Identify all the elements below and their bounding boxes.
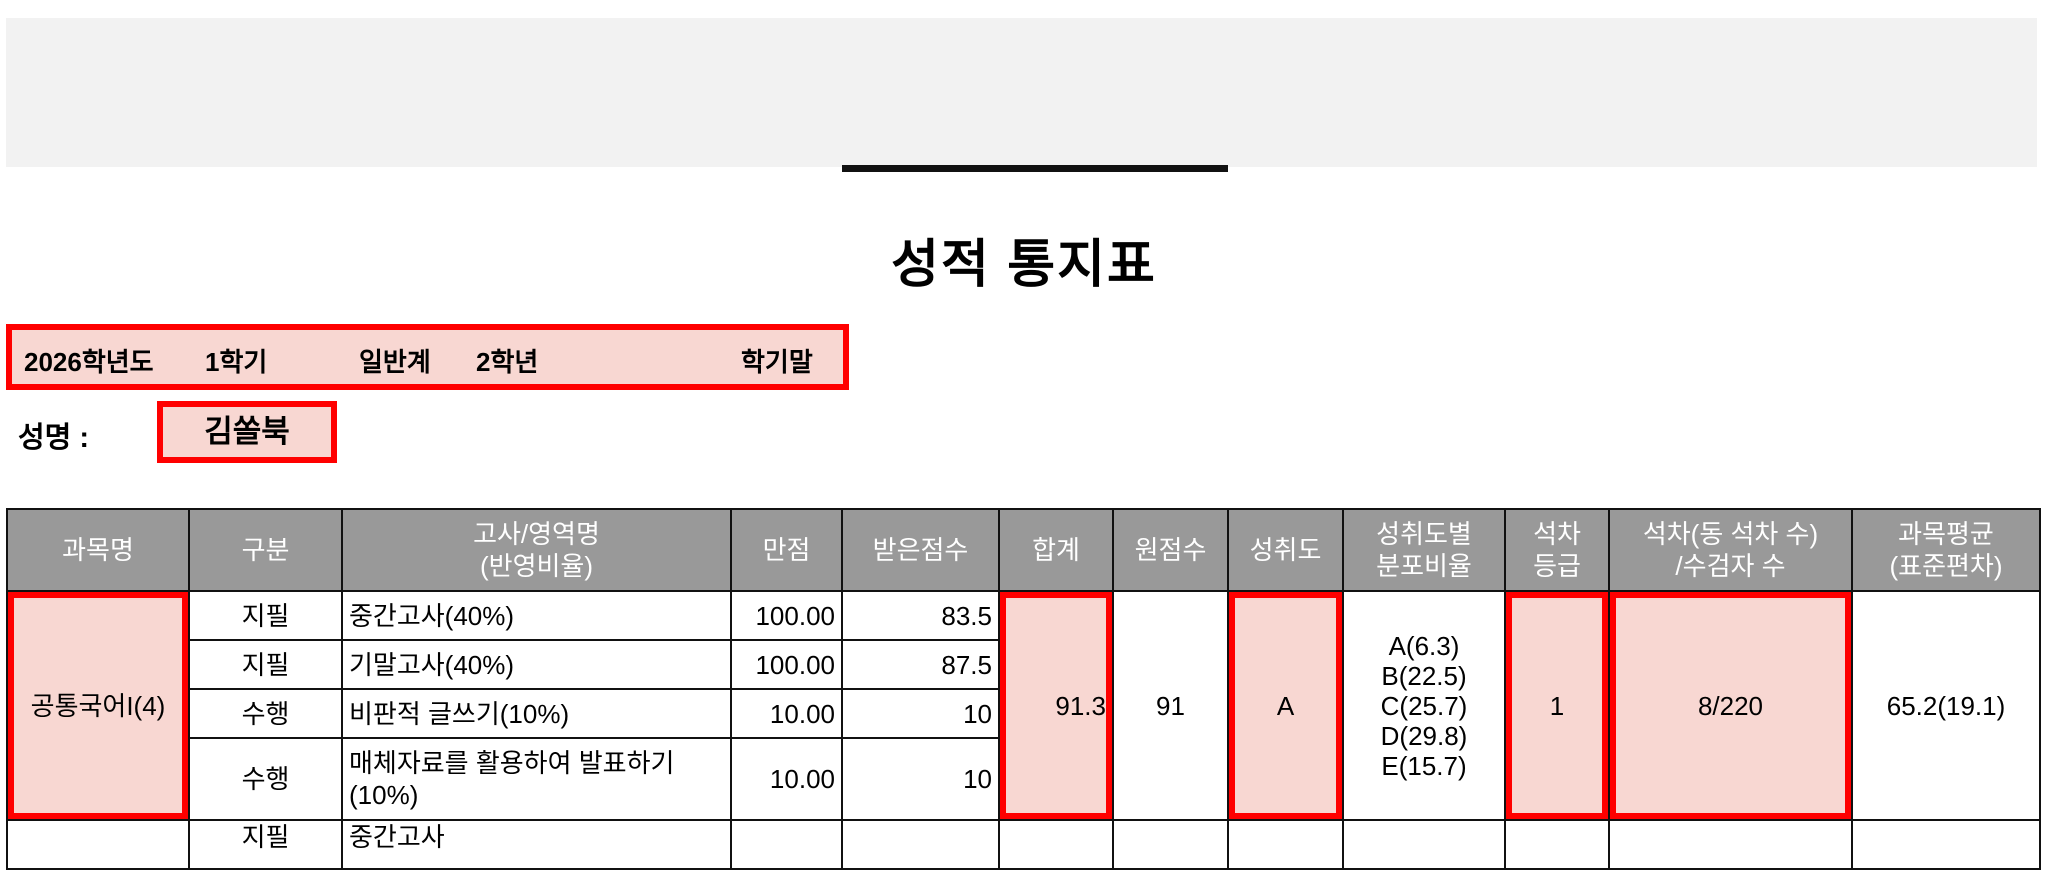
header-type: 구분 bbox=[188, 508, 343, 592]
header-exam: 고사/영역명 (반영비율) bbox=[341, 508, 732, 592]
table-row: 지필 중간고사 bbox=[6, 819, 2041, 870]
dist-c: C(25.7) bbox=[1380, 690, 1468, 721]
subject-average: 65.2(19.1) bbox=[1851, 590, 2041, 821]
term: 학기말 bbox=[741, 347, 813, 377]
row-exam: 매체자료를 활용하여 발표하기(10%) bbox=[341, 737, 732, 821]
achievement: A bbox=[1227, 590, 1344, 821]
table-header-row: 과목명 구분 고사/영역명 (반영비율) 만점 받은점수 합계 원점수 성취도 … bbox=[6, 508, 2041, 592]
cell bbox=[1504, 819, 1610, 870]
row-type: 지필 bbox=[188, 639, 343, 690]
school-year: 2026학년도 bbox=[24, 347, 154, 377]
cell bbox=[730, 819, 843, 870]
student-name: 김쏠북 bbox=[157, 401, 337, 463]
grade-table: 과목명 구분 고사/영역명 (반영비율) 만점 받은점수 합계 원점수 성취도 … bbox=[6, 508, 2041, 870]
row-score: 10 bbox=[841, 737, 1000, 821]
grade: 2학년 bbox=[476, 347, 539, 377]
header-subject: 과목명 bbox=[6, 508, 190, 592]
cell bbox=[998, 819, 1114, 870]
row-score: 10 bbox=[841, 688, 1000, 739]
total-score: 91.3 bbox=[998, 590, 1114, 821]
table-row: 수행 비판적 글쓰기(10%) 10.00 10 bbox=[7, 688, 2040, 739]
rank-grade: 1 bbox=[1504, 590, 1610, 821]
cell bbox=[841, 819, 1000, 870]
term-info-box: 2026학년도 1학기 일반계 2학년 학기말 bbox=[6, 324, 849, 390]
cell bbox=[1608, 819, 1853, 870]
row-exam: 기말고사(40%) bbox=[341, 639, 732, 690]
header-total: 합계 bbox=[998, 508, 1114, 592]
name-label: 성명 : bbox=[18, 422, 90, 454]
row-type: 지필 bbox=[188, 590, 343, 641]
next-subject bbox=[6, 819, 190, 870]
row-type: 수행 bbox=[188, 737, 343, 821]
header-raw: 원점수 bbox=[1112, 508, 1229, 592]
dist-e: E(15.7) bbox=[1381, 750, 1467, 781]
distribution: A(6.3) B(22.5) C(25.7) D(29.8) E(15.7) bbox=[1342, 590, 1506, 821]
row-score: 83.5 bbox=[841, 590, 1000, 641]
cell bbox=[1227, 819, 1344, 870]
header-rank-grade: 석차 등급 bbox=[1504, 508, 1610, 592]
cell bbox=[1342, 819, 1506, 870]
top-banner bbox=[6, 18, 2037, 167]
track: 일반계 bbox=[359, 347, 431, 377]
dist-b: B(22.5) bbox=[1381, 660, 1467, 691]
row-max: 10.00 bbox=[730, 688, 843, 739]
row-type: 수행 bbox=[188, 688, 343, 739]
header-max: 만점 bbox=[730, 508, 843, 592]
dist-d: D(29.8) bbox=[1380, 720, 1468, 751]
header-average: 과목평균 (표준편차) bbox=[1851, 508, 2041, 592]
row-exam: 중간고사 bbox=[341, 819, 732, 870]
row-exam: 중간고사(40%) bbox=[341, 590, 732, 641]
table-row: 수행 매체자료를 활용하여 발표하기(10%) 10.00 10 bbox=[7, 737, 2040, 821]
header-achievement: 성취도 bbox=[1227, 508, 1344, 592]
row-score: 87.5 bbox=[841, 639, 1000, 690]
header-distribution: 성취도별 분포비율 bbox=[1342, 508, 1506, 592]
row-max: 10.00 bbox=[730, 737, 843, 821]
page-title: 성적 통지표 bbox=[891, 236, 1157, 294]
dist-a: A(6.3) bbox=[1388, 630, 1460, 661]
cell bbox=[1112, 819, 1229, 870]
table-row: 지필 기말고사(40%) 100.00 87.5 bbox=[7, 639, 2040, 690]
divider-bar bbox=[842, 165, 1228, 172]
semester: 1학기 bbox=[205, 347, 268, 377]
header-rank: 석차(동 석차 수) /수검자 수 bbox=[1608, 508, 1853, 592]
row-max: 100.00 bbox=[730, 590, 843, 641]
table-row: 공통국어I(4) 지필 중간고사(40%) 100.00 83.5 91.3 9… bbox=[6, 590, 2041, 821]
row-max: 100.00 bbox=[730, 639, 843, 690]
header-score: 받은점수 bbox=[841, 508, 1000, 592]
rank: 8/220 bbox=[1608, 590, 1853, 821]
subject-name: 공통국어I(4) bbox=[6, 590, 190, 821]
row-type: 지필 bbox=[188, 819, 343, 870]
row-exam: 비판적 글쓰기(10%) bbox=[341, 688, 732, 739]
cell bbox=[1851, 819, 2041, 870]
raw-score: 91 bbox=[1112, 590, 1229, 821]
